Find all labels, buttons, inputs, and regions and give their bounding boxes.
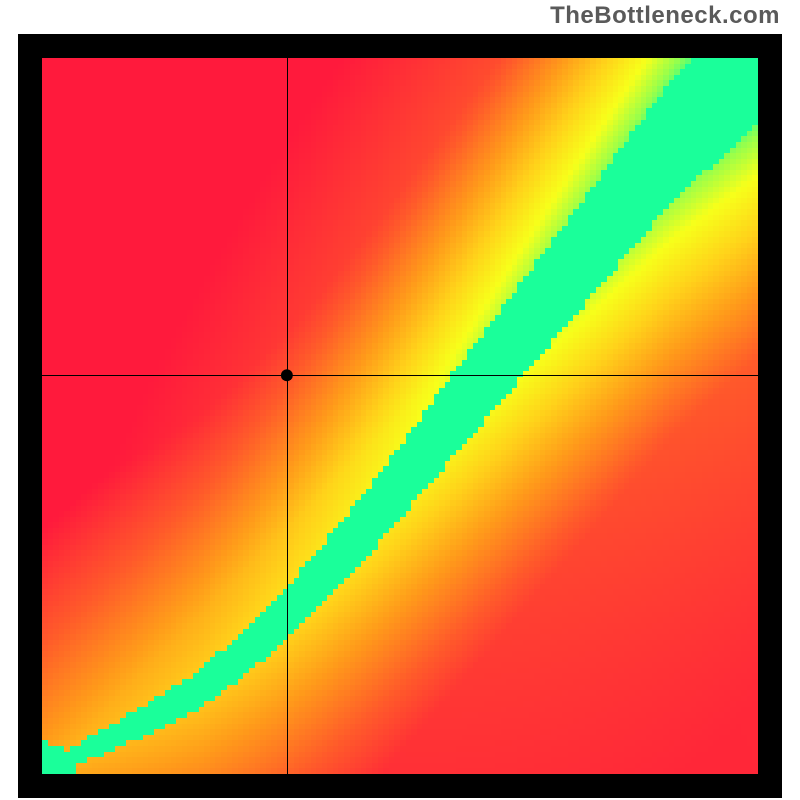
heatmap-frame [18,34,782,798]
container: TheBottleneck.com [0,0,800,800]
heatmap-canvas [18,34,782,798]
watermark-text: TheBottleneck.com [550,2,780,30]
